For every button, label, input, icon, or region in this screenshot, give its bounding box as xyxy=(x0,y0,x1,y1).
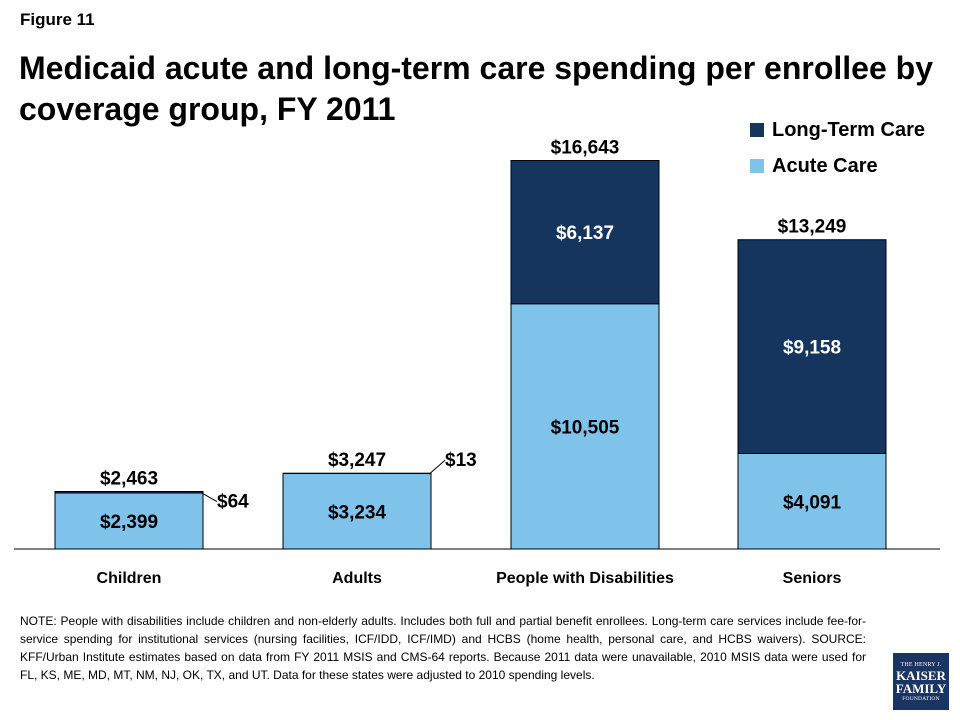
bar-acute-children xyxy=(54,492,204,550)
bar-acute-seniors xyxy=(737,453,887,550)
logo-line-2b: FAMILY xyxy=(895,680,947,696)
legend-item-long-term-care: Long-Term Care xyxy=(750,112,925,148)
total-label-adults: $3,247 xyxy=(328,450,386,471)
kff-logo: THE HENRY J. KAISER FAMILY FOUNDATION xyxy=(893,653,949,710)
acute-label-people-with-disabilities: $10,505 xyxy=(551,417,620,438)
legend-label-long-term-care: Long-Term Care xyxy=(772,118,925,141)
logo-line-1: THE HENRY J. xyxy=(900,661,942,668)
long-term-label-children: $64 xyxy=(217,492,249,513)
acute-label-children: $2,399 xyxy=(100,512,158,533)
total-label-seniors: $13,249 xyxy=(778,217,847,238)
leader-line-adults xyxy=(428,459,446,475)
footnote: NOTE: People with disabilities include c… xyxy=(20,614,866,682)
bar-long-term-seniors xyxy=(737,239,887,455)
legend-label-acute-care: Acute Care xyxy=(772,154,878,177)
category-label-adults: Adults xyxy=(332,570,382,587)
long-term-label-seniors: $9,158 xyxy=(783,338,841,359)
category-label-seniors: Seniors xyxy=(783,570,842,587)
total-label-people-with-disabilities: $16,643 xyxy=(551,138,620,159)
category-label-people-with-disabilities: People with Disabilities xyxy=(496,570,674,587)
stacked-bar-chart: $2,463 $2,399 $64 Children $3,247 $3,234 $13 Ad… xyxy=(14,138,940,587)
logo-line-2a: KAISER xyxy=(896,667,946,683)
leader-line-children xyxy=(200,492,218,502)
legend-swatch-long-term-care xyxy=(750,123,764,137)
figure-label: Figure 11 xyxy=(20,10,95,29)
bar-long-term-people-with-disabilities xyxy=(510,160,660,305)
bar-long-term-children xyxy=(54,491,204,494)
bar-acute-people-with-disabilities xyxy=(510,303,660,550)
long-term-label-people-with-disabilities: $6,137 xyxy=(556,223,614,244)
acute-label-seniors: $4,091 xyxy=(783,492,842,513)
total-label-children: $2,463 xyxy=(100,469,158,490)
legend: Long-Term Care Acute Care xyxy=(750,112,925,184)
logo-line-3: FOUNDATION xyxy=(902,695,940,702)
legend-item-acute-care: Acute Care xyxy=(750,148,925,184)
acute-label-adults: $3,234 xyxy=(328,502,387,523)
bar-acute-adults xyxy=(282,473,432,550)
long-term-label-adults: $13 xyxy=(445,450,477,471)
chart-title: Medicaid acute and long-term care spendi… xyxy=(19,50,933,127)
legend-swatch-acute-care xyxy=(750,159,764,173)
category-label-children: Children xyxy=(97,570,162,587)
